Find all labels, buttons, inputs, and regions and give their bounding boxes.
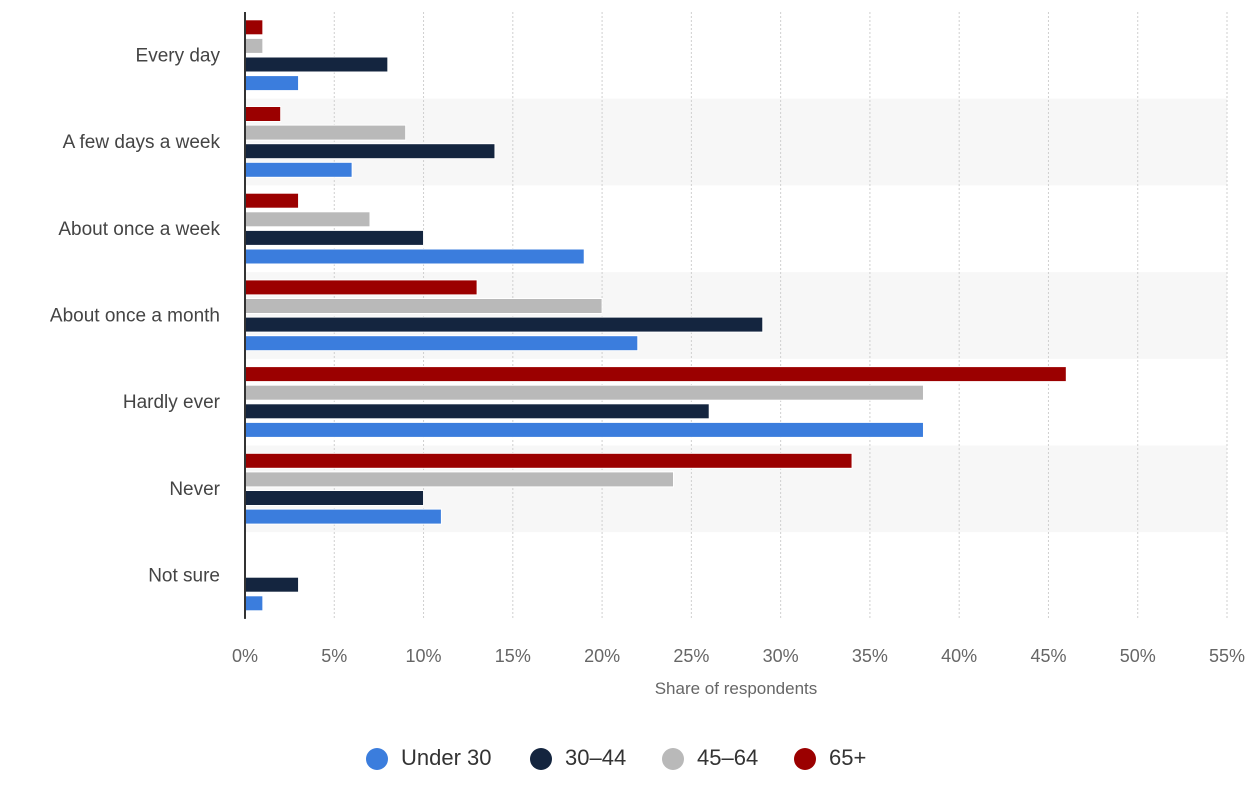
legend-label[interactable]: 30–44: [565, 745, 626, 770]
x-tick-label: 10%: [406, 646, 442, 666]
category-label: A few days a week: [63, 132, 221, 153]
bar-30-44-5[interactable]: [244, 490, 425, 506]
x-tick-label: 5%: [321, 646, 347, 666]
bar-under-30-0[interactable]: [244, 75, 300, 92]
legend-label[interactable]: Under 30: [401, 745, 492, 770]
bar-30-44-2[interactable]: [244, 229, 425, 246]
legend-marker-under-30[interactable]: [366, 748, 388, 770]
bar-45-64-0[interactable]: [244, 37, 264, 54]
category-label: Not sure: [148, 566, 220, 587]
bar-45-64-2[interactable]: [244, 211, 371, 228]
x-tick-label: 0%: [232, 646, 258, 666]
category-labels: Every day A few days a week About once a w…: [50, 45, 221, 586]
x-tick-label: 15%: [495, 646, 531, 666]
legend-label[interactable]: 45–64: [697, 745, 758, 770]
x-tick-label: 45%: [1030, 646, 1066, 666]
bar-45-64-4[interactable]: [244, 384, 924, 401]
bar-under-30-6[interactable]: [244, 595, 264, 612]
category-band: [245, 98, 1227, 186]
bar-30-44-0[interactable]: [244, 56, 389, 73]
category-label: Hardly ever: [123, 392, 221, 413]
category-label: Every day: [136, 45, 221, 66]
bar-under-30-1[interactable]: [244, 161, 353, 178]
bar-45-64-1[interactable]: [244, 124, 407, 141]
x-axis-title: Share of respondents: [655, 679, 818, 698]
bar-30-44-4[interactable]: [244, 403, 710, 420]
bar-30-44-3[interactable]: [244, 316, 764, 333]
x-tick-labels: 0% 5% 10% 15% 20% 25% 30% 35% 40% 45% 50% 55%: [232, 646, 1245, 666]
x-tick-label: 25%: [673, 646, 709, 666]
bar-30-44-6[interactable]: [244, 576, 300, 593]
bar-65--3[interactable]: [244, 279, 478, 296]
bar-65--5[interactable]: [244, 452, 853, 469]
legend-marker-45-64[interactable]: [662, 748, 684, 770]
category-label: About once a week: [58, 219, 220, 240]
x-tick-label: 50%: [1120, 646, 1156, 666]
bar-under-30-2[interactable]: [244, 248, 585, 265]
bar-45-64-5[interactable]: [244, 471, 675, 488]
x-tick-label: 30%: [763, 646, 799, 666]
x-tick-label: 35%: [852, 646, 888, 666]
bar-65--4[interactable]: [244, 366, 1067, 383]
bar-under-30-3[interactable]: [244, 335, 639, 352]
bar-65--2[interactable]: [244, 192, 300, 209]
bar-under-30-4[interactable]: [244, 421, 924, 438]
category-label: About once a month: [50, 305, 220, 326]
legend-marker-65-[interactable]: [794, 748, 816, 770]
x-tick-label: 40%: [941, 646, 977, 666]
bar-45-64-3[interactable]: [244, 298, 603, 314]
bar-65--0[interactable]: [244, 19, 264, 36]
x-tick-label: 20%: [584, 646, 620, 666]
bar-30-44-1[interactable]: [244, 143, 496, 160]
bar-under-30-5[interactable]: [244, 508, 442, 525]
legend: Under 30 30–44 45–64 65+: [366, 745, 866, 770]
category-label: Never: [169, 479, 220, 500]
legend-marker-30-44[interactable]: [530, 748, 552, 770]
legend-label[interactable]: 65+: [829, 745, 866, 770]
bar-65--1[interactable]: [244, 106, 282, 122]
x-tick-label: 55%: [1209, 646, 1245, 666]
bars: [244, 19, 1067, 612]
